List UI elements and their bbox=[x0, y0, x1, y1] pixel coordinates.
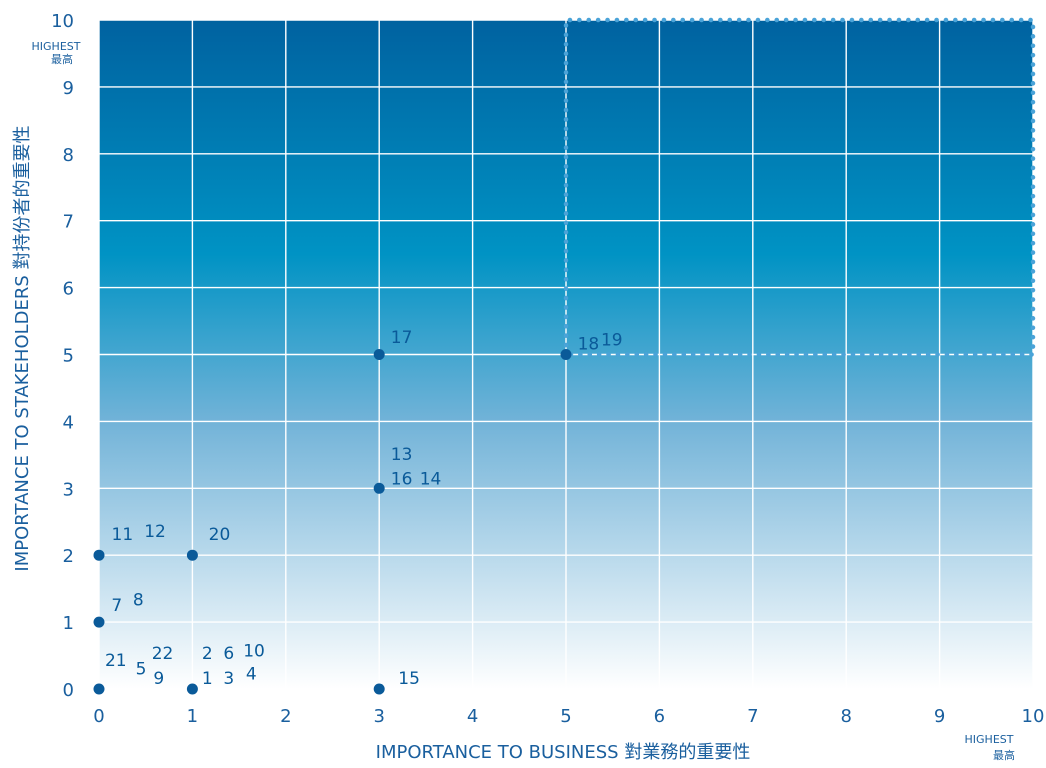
y-tick-label: 10 bbox=[51, 11, 74, 32]
x-axis-highest-label-zh: 最高 bbox=[993, 748, 1015, 762]
point-label: 7 bbox=[111, 596, 122, 616]
point-label: 22 bbox=[152, 644, 174, 664]
y-axis-title: IMPORTANCE TO STAKEHOLDERS 對持份者的重要性 bbox=[12, 125, 33, 571]
x-tick-label: 1 bbox=[187, 706, 198, 727]
x-tick-label: 2 bbox=[280, 706, 291, 727]
point-label: 16 bbox=[391, 470, 413, 490]
y-axis-highest-label-zh: 最高 bbox=[51, 52, 73, 66]
data-point bbox=[93, 683, 105, 695]
x-tick-label: 4 bbox=[467, 706, 478, 727]
point-label: 6 bbox=[223, 644, 234, 664]
x-axis-ticks: 0 1 2 3 4 5 6 7 8 9 10 bbox=[93, 706, 1044, 727]
data-point bbox=[93, 616, 105, 628]
point-label: 1 bbox=[202, 669, 213, 689]
point-label: 8 bbox=[133, 591, 144, 611]
y-tick-label: 1 bbox=[63, 613, 74, 634]
y-tick-label: 6 bbox=[63, 279, 74, 300]
x-tick-label: 10 bbox=[1022, 706, 1045, 727]
y-axis-highest-label: HIGHEST bbox=[32, 40, 81, 53]
x-tick-label: 9 bbox=[934, 706, 945, 727]
point-label: 5 bbox=[136, 660, 147, 680]
x-tick-label: 5 bbox=[560, 706, 571, 727]
point-label: 19 bbox=[601, 330, 623, 350]
point-label: 21 bbox=[105, 651, 127, 671]
y-tick-label: 5 bbox=[63, 346, 74, 367]
data-point bbox=[373, 683, 385, 695]
point-label: 20 bbox=[209, 525, 231, 545]
x-tick-label: 0 bbox=[93, 706, 104, 727]
y-tick-label: 0 bbox=[63, 680, 74, 701]
point-label: 17 bbox=[391, 328, 413, 348]
y-tick-label: 8 bbox=[63, 145, 74, 166]
y-tick-label: 3 bbox=[63, 479, 74, 500]
y-axis-ticks: 0 1 2 3 4 5 6 7 8 9 10 bbox=[51, 11, 74, 701]
x-tick-label: 7 bbox=[747, 706, 758, 727]
point-label: 4 bbox=[246, 664, 257, 684]
data-point bbox=[93, 549, 105, 561]
data-point bbox=[560, 349, 572, 360]
point-label: 13 bbox=[391, 445, 413, 465]
x-tick-label: 6 bbox=[654, 706, 665, 727]
y-tick-label: 7 bbox=[63, 212, 74, 233]
point-label: 12 bbox=[144, 522, 166, 542]
data-points bbox=[93, 349, 572, 695]
x-tick-label: 8 bbox=[840, 706, 851, 727]
data-point bbox=[186, 549, 198, 561]
y-tick-label: 4 bbox=[63, 412, 74, 433]
data-point bbox=[373, 482, 385, 494]
point-label: 2 bbox=[202, 644, 213, 664]
data-point bbox=[186, 683, 198, 695]
point-label: 11 bbox=[112, 525, 134, 545]
point-label: 10 bbox=[243, 642, 265, 662]
point-label: 9 bbox=[153, 669, 164, 689]
point-label: 14 bbox=[420, 470, 442, 490]
point-label: 15 bbox=[398, 669, 420, 689]
x-axis-highest-label: HIGHEST bbox=[965, 733, 1014, 746]
y-tick-label: 2 bbox=[63, 546, 74, 567]
y-tick-label: 9 bbox=[63, 78, 74, 99]
point-label: 18 bbox=[578, 334, 600, 354]
x-tick-label: 3 bbox=[373, 706, 384, 727]
data-point bbox=[373, 349, 385, 360]
x-axis-title: IMPORTANCE TO BUSINESS 對業務的重要性 bbox=[376, 742, 751, 763]
point-label: 3 bbox=[223, 669, 234, 689]
